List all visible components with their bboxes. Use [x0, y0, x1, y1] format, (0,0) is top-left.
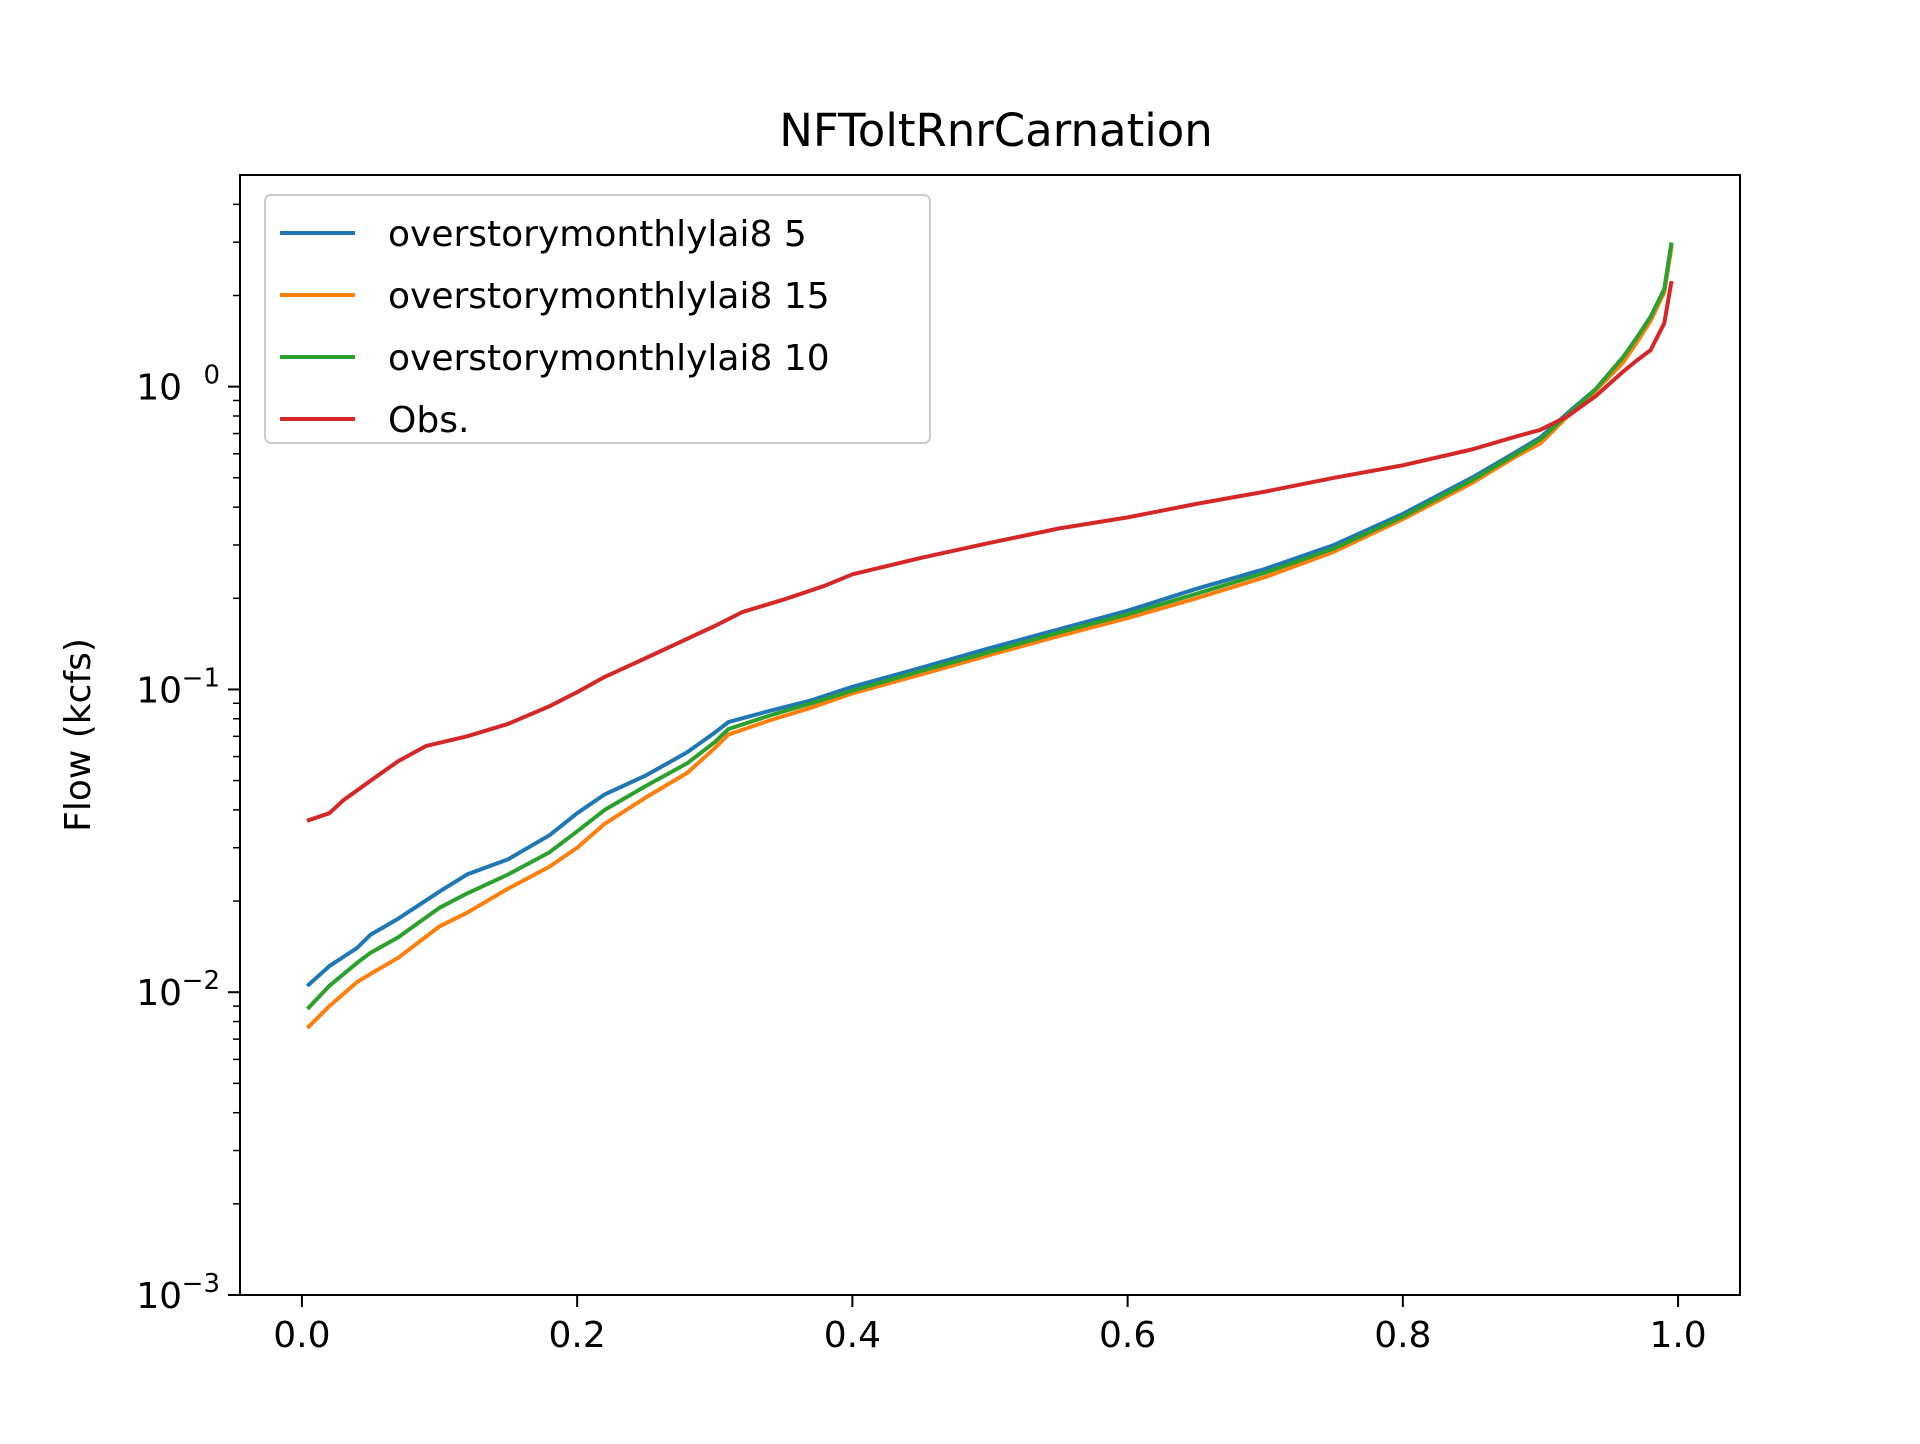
x-tick-label: 0.8 — [1374, 1315, 1431, 1356]
legend-label-1: overstorymonthlylai8 15 — [388, 276, 830, 317]
x-tick-label: 1.0 — [1649, 1315, 1706, 1356]
y-tick-label-exponent: −3 — [182, 1269, 220, 1299]
x-tick-label: 0.4 — [824, 1315, 881, 1356]
y-tick-label-exponent: −1 — [182, 663, 220, 693]
series-line-2 — [305, 242, 1674, 1011]
legend-label-0: overstorymonthlylai8 5 — [388, 214, 807, 255]
y-axis-label: Flow (kcfs) — [58, 638, 99, 832]
x-tick-label: 0.0 — [273, 1315, 330, 1356]
x-tick-label: 0.2 — [549, 1315, 606, 1356]
chart-title: NFToltRnrCarnation — [779, 104, 1213, 157]
y-tick-label-exponent: 0 — [203, 361, 220, 391]
legend-box — [264, 194, 931, 444]
plot-frame — [239, 174, 1741, 1296]
y-tick-label: 10 — [136, 973, 182, 1014]
y-tick-label: 10 — [136, 368, 182, 409]
y-tick-label-exponent: −2 — [182, 966, 220, 996]
y-tick-label: 10 — [136, 670, 182, 711]
x-tick-label: 0.6 — [1099, 1315, 1156, 1356]
legend-label-3: Obs. — [388, 400, 469, 441]
legend-label-2: overstorymonthlylai8 10 — [388, 338, 830, 379]
series-line-3 — [306, 280, 1674, 823]
y-tick-label: 10 — [136, 1276, 182, 1317]
